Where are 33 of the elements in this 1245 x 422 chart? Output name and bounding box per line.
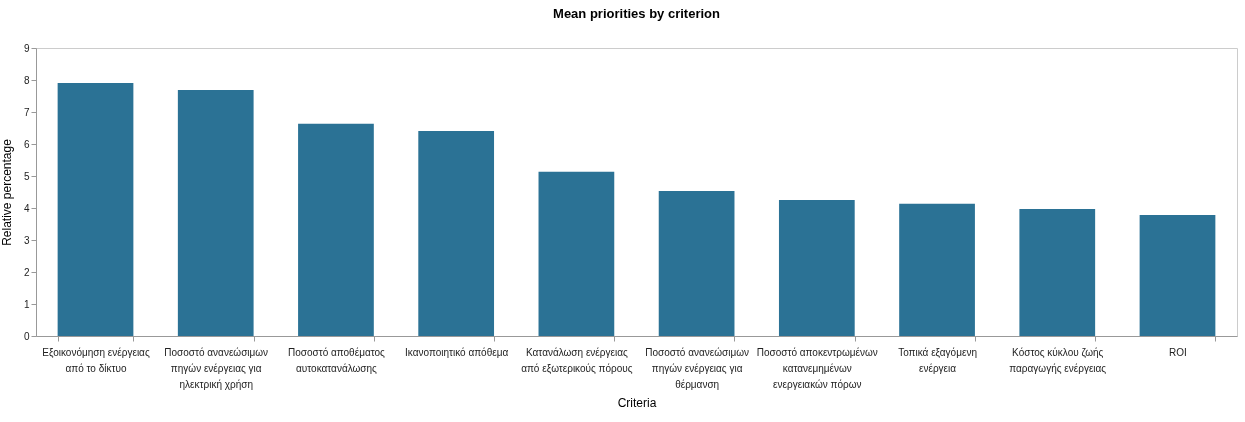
bar [658, 191, 735, 336]
x-tick-label: Κατανάλωση ενέργειας από εξωτερικούς πόρους [521, 346, 633, 375]
x-tick-label: Εξοικονόμηση ενέργειας από το δίκτυο [42, 346, 150, 374]
y-tick-label: 7 [23, 106, 30, 118]
chart-title: Mean priorities by criterion [553, 6, 720, 21]
y-tick-label: 9 [23, 42, 30, 54]
x-axis-title: Criteria [617, 395, 657, 410]
x-tick-label: Ποσοστό αποκεντρωμένων κατανεμημένων ενεργειακών πόρων [756, 346, 878, 390]
x-tick-label: Ποσοστό ανανεώσιμων πηγών ενέργειας για θέρμανση [645, 346, 749, 390]
y-tick-label: 6 [23, 138, 30, 150]
bar [538, 171, 615, 336]
bar [1139, 215, 1216, 336]
x-tick-label: ROI [1169, 346, 1187, 358]
bar [899, 203, 975, 336]
y-tick-label: 1 [23, 298, 30, 310]
x-tick-label: Ικανοποιητικό απόθεμα [405, 346, 509, 358]
y-tick-label: 2 [23, 266, 30, 278]
x-tick-label: Τοπικά εξαγόμενη ενέργεια [898, 346, 977, 374]
x-tick-label: Ποσοστό ανανεώσιμων πηγών ενέργειας για ηλεκτρική χρήση [164, 346, 269, 390]
bar [778, 200, 855, 336]
y-tick-label: 5 [23, 170, 30, 182]
bar [298, 123, 374, 336]
bar [1019, 208, 1096, 336]
y-tick-label: 3 [23, 234, 30, 246]
y-tick-label: 8 [23, 74, 30, 86]
y-axis-title: Relative percentage [0, 138, 14, 246]
y-tick-label: 0 [23, 330, 30, 342]
x-tick-label: Κόστος κύκλου ζωής παραγωγής ενέργειας [1009, 346, 1107, 374]
y-tick-label: 4 [23, 202, 30, 214]
bar [57, 82, 134, 336]
bar [177, 89, 254, 336]
bar [418, 130, 495, 336]
x-tick-label: Ποσοστό αποθέματος αυτοκατανάλωσης [288, 346, 386, 374]
